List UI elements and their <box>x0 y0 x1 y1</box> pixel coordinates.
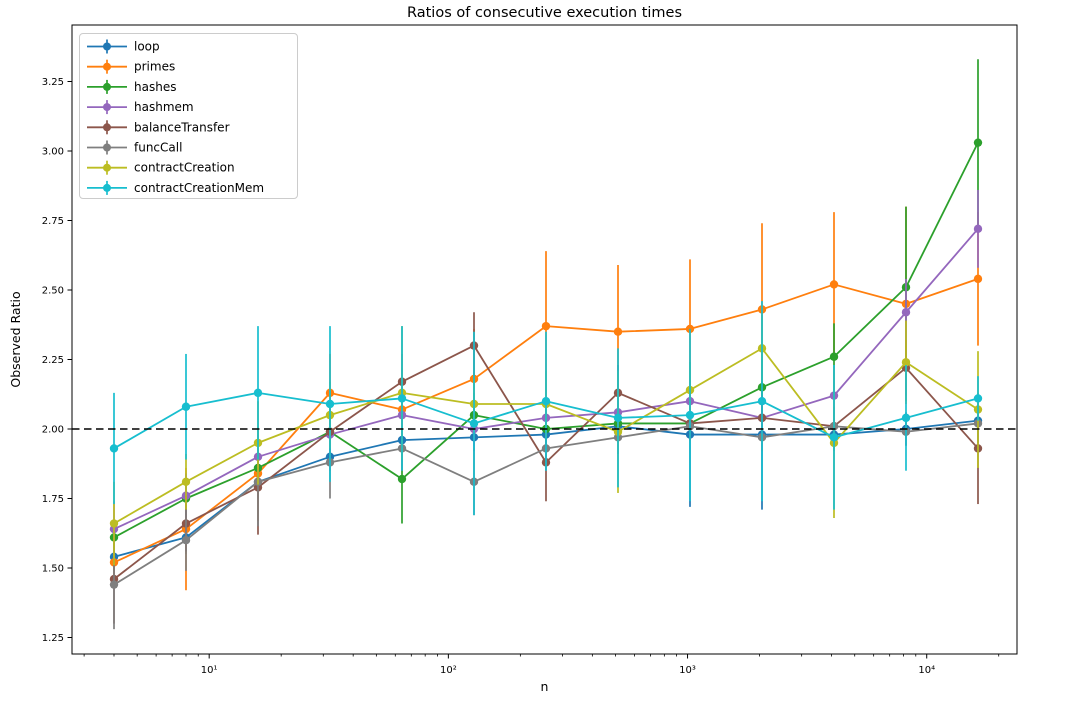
y-tick-label: 2.50 <box>42 286 64 297</box>
legend-marker <box>103 123 111 132</box>
data-point <box>181 477 191 487</box>
y-tick-label: 1.50 <box>42 564 64 575</box>
x-tick-label: 10⁴ <box>918 665 935 676</box>
data-point <box>685 324 695 334</box>
data-point <box>685 410 695 420</box>
legend-label: primes <box>134 60 175 74</box>
legend-label: balanceTransfer <box>134 120 230 134</box>
legend-marker <box>103 62 111 71</box>
x-tick-label: 10¹ <box>201 665 218 676</box>
y-tick-label: 3.00 <box>42 147 64 158</box>
legend-label: loop <box>134 40 160 54</box>
data-point <box>973 274 983 284</box>
data-point <box>541 321 551 331</box>
data-point <box>613 327 623 336</box>
data-point <box>829 433 839 442</box>
data-point <box>757 397 767 406</box>
legend-label: contractCreation <box>134 161 235 175</box>
legend-label: funcCall <box>134 141 182 155</box>
data-point <box>109 444 119 453</box>
data-point <box>973 138 983 147</box>
legend-entry-primes: primes <box>87 60 175 74</box>
data-point <box>397 474 407 484</box>
legend-marker <box>103 82 111 91</box>
legend: loop primes hashes hashmem balanceTransfer fu… <box>79 33 298 199</box>
data-point <box>541 397 551 406</box>
legend-entry-funcCall: funcCall <box>87 140 182 155</box>
data-point <box>901 308 911 317</box>
y-tick-label: 1.75 <box>42 494 64 505</box>
data-point <box>613 413 623 423</box>
data-point <box>829 352 839 361</box>
data-point <box>325 399 335 409</box>
legend-box <box>79 33 298 199</box>
legend-entry-hashes: hashes <box>87 79 176 94</box>
y-tick-label: 1.25 <box>42 633 64 644</box>
legend-marker <box>103 183 111 192</box>
data-point <box>469 419 479 428</box>
y-tick-label: 3.25 <box>42 77 64 88</box>
y-axis-label: Observed Ratio <box>8 291 23 387</box>
legend-entry-contractCreation: contractCreation <box>87 160 235 175</box>
legend-marker <box>103 42 111 51</box>
x-tick-label: 10² <box>440 665 457 676</box>
legend-entry-hashmem: hashmem <box>87 100 194 115</box>
legend-marker <box>103 163 111 172</box>
chart-title: Ratios of consecutive execution times <box>407 5 682 21</box>
x-tick-label: 10³ <box>679 665 696 676</box>
data-point <box>181 402 191 411</box>
legend-marker <box>103 103 111 112</box>
data-point <box>901 358 911 367</box>
data-point <box>397 394 407 403</box>
plot-border <box>71 24 1018 655</box>
data-point <box>829 280 839 289</box>
data-point <box>181 536 191 545</box>
y-tick-label: 2.25 <box>42 355 64 366</box>
data-point <box>109 519 119 528</box>
data-point <box>253 388 263 398</box>
x-axis-label: n <box>541 679 549 694</box>
legend-entry-balanceTransfer: balanceTransfer <box>87 120 230 135</box>
plot-area: 10¹ 10² 10³ 10⁴ 1.25 1.50 1.75 2.00 2.25 2.50 2.75… <box>42 24 1018 676</box>
data-point <box>109 580 119 589</box>
y-tick-label: 2.00 <box>42 425 64 436</box>
legend-label: hashmem <box>134 100 194 114</box>
data-point <box>901 413 911 423</box>
series-contractCreationMem <box>109 301 983 516</box>
legend-marker <box>103 143 111 152</box>
legend-entry-contractCreationMem: contractCreationMem <box>87 180 264 195</box>
legend-label: contractCreationMem <box>134 181 264 195</box>
data-point <box>973 394 983 403</box>
legend-entry-loop: loop <box>87 39 160 54</box>
legend-label: hashes <box>134 80 176 94</box>
y-tick-label: 2.75 <box>42 216 64 227</box>
data-point <box>973 224 983 234</box>
